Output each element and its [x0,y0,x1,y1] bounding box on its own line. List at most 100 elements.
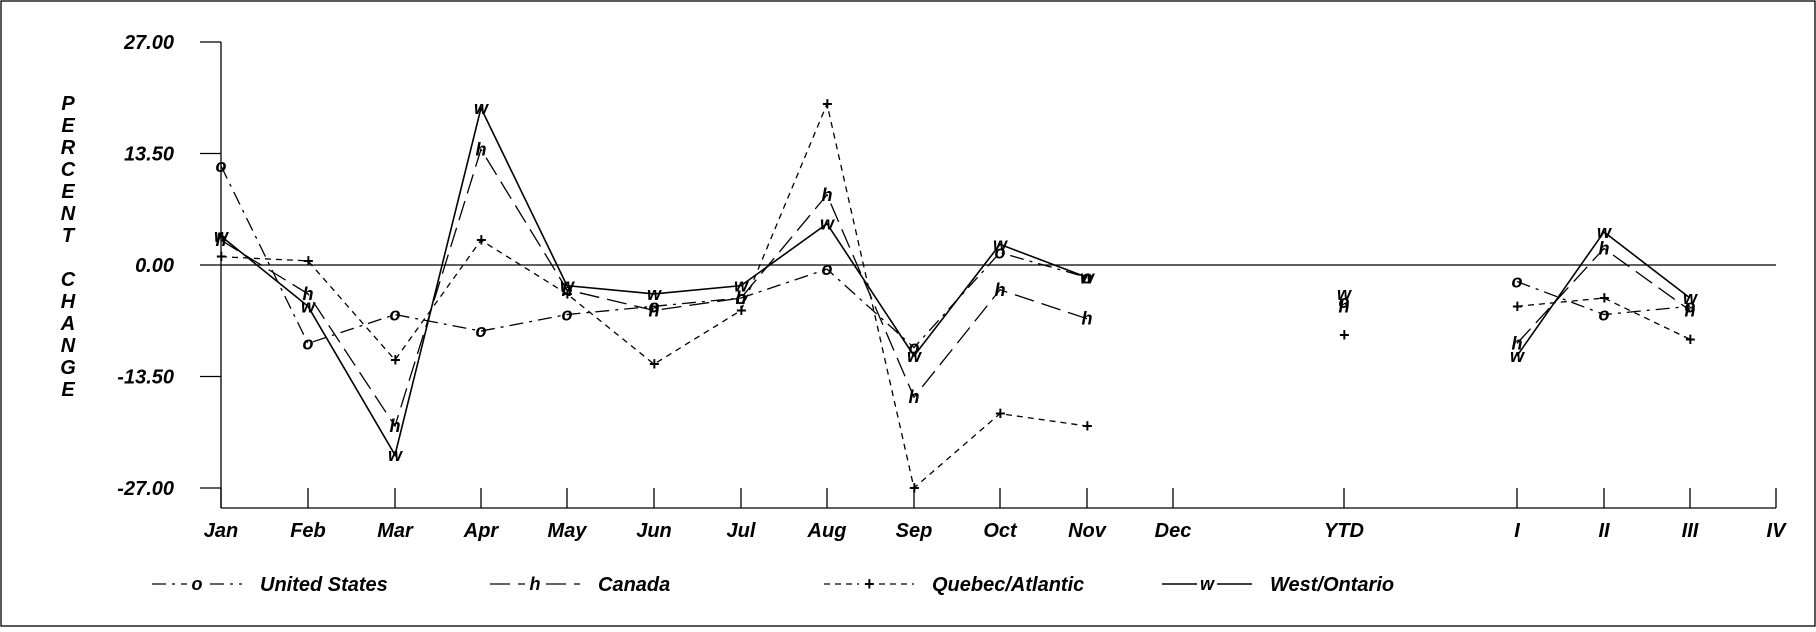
data-point-marker: o [995,243,1006,263]
legend-label: West/Ontario [1270,574,1394,596]
y-axis-label-letter: E [61,379,75,401]
x-tick-label: Feb [290,520,326,542]
x-tick-label: Aug [807,520,847,542]
data-point-marker: w [560,276,575,296]
data-point-marker: o [1685,296,1696,316]
x-tick-label: II [1598,520,1610,542]
data-point-marker: h [1339,296,1350,316]
y-tick-label: 13.50 [124,144,174,166]
data-point-marker: + [1599,288,1610,308]
y-axis-label-letter: C [61,159,76,181]
series-line [220,105,1088,458]
data-point-marker: o [822,259,833,279]
y-axis-label-letter: A [60,313,75,335]
data-point-marker: + [562,284,573,304]
data-point-marker: w [1337,284,1352,304]
x-tick-label: Apr [463,520,500,542]
data-point-marker: + [736,300,747,320]
y-tick-label: -27.00 [117,478,174,500]
x-tick-label: Sep [896,520,933,542]
data-point-marker: h [1685,300,1696,320]
data-point-marker: w [301,296,316,316]
data-point-marker: w [820,214,835,234]
legend-item: h Canada [490,572,670,596]
data-point-marker: + [216,247,227,267]
legend: o United States h Canada + Quebec/Atlantic w We… [152,572,1394,596]
legend-marker-bg [525,572,545,592]
y-axis-label-letter: E [61,181,75,203]
y-axis-label-letter: T [62,225,76,247]
y-tick-label: -13.50 [117,367,174,389]
data-point-marker: o [216,156,227,176]
data-point-marker: + [995,404,1006,424]
data-point-marker: o [649,296,660,316]
x-tick-label: Nov [1068,520,1108,542]
data-point-marker: + [649,354,660,374]
x-tick-label: YTD [1324,520,1364,542]
y-axis-label-letter: R [61,137,76,159]
y-tick-label: 27.00 [123,32,174,54]
legend-item: o United States [152,572,388,596]
data-point-marker: + [1512,296,1523,316]
x-tick-label: Oct [983,520,1018,542]
x-tick-label: Mar [377,520,414,542]
data-point-marker: h [1599,238,1610,258]
x-tick-label: Dec [1155,520,1192,542]
legend-marker-bg [1197,572,1217,592]
x-tick-label: III [1682,520,1699,542]
data-point-marker: w [214,226,229,246]
data-point-marker: + [822,94,833,114]
data-point-marker: w [907,346,922,366]
legend-item: w West/Ontario [1162,572,1394,596]
data-point-marker: o [390,305,401,325]
data-point-marker: o [562,305,573,325]
data-point-marker: o [909,338,920,358]
legend-marker-bg [187,572,207,592]
data-point-marker: o [303,333,314,353]
legend-label: United States [260,574,388,596]
data-point-marker: h [1512,333,1523,353]
data-point-marker: + [864,574,875,594]
data-point-marker: w [388,445,403,465]
legend-label: Canada [598,574,670,596]
y-axis-label-letter: G [60,357,76,379]
x-tick-label: I [1514,520,1520,542]
data-point-marker: w [647,284,662,304]
axes: 27.00 13.50 0.00 -13.50 -27.00 Jan Feb Mar Apr Ma… [117,32,1787,542]
data-point-marker: w [474,98,489,118]
x-tick-label: Jun [636,520,672,542]
data-point-marker: o [1599,305,1610,325]
y-axis-label-letter: C [61,269,76,291]
data-point-marker: h [1082,309,1093,329]
data-point-marker: w [993,234,1008,254]
x-tick-label: Jan [204,520,238,542]
data-point-marker: + [476,230,487,250]
data-point-marker: o [1339,292,1350,312]
x-tick-label: Jul [727,520,756,542]
data-point-marker: w [1597,222,1612,242]
data-point-marker: h [995,280,1006,300]
data-point-marker: h [649,300,660,320]
y-axis-label-letter: E [61,115,75,137]
y-axis-label-letter: N [61,335,76,357]
series-line [1516,247,1691,344]
data-point-marker: h [530,574,541,594]
data-point-marker: h [822,185,833,205]
series-quebec-atlantic: + + + + + + + + + + + + + + + [216,94,1696,498]
legend-item: + Quebec/Atlantic [824,572,1084,596]
series-canada: h h h h h h h h h h h h h h h [216,139,1696,436]
legend-marker-bg [859,572,879,592]
x-tick-label: IV [1767,520,1788,542]
series-line [1516,280,1691,316]
series-west-ontario: w w w w w w w w w w w w w w w [214,98,1698,465]
data-point-marker: h [390,416,401,436]
data-point-marker: o [1512,272,1523,292]
data-point-marker: h [736,288,747,308]
x-tick-label: May [548,520,588,542]
series-line [220,147,1088,428]
y-axis-label-letter: N [61,203,76,225]
data-point-marker: + [1339,325,1350,345]
